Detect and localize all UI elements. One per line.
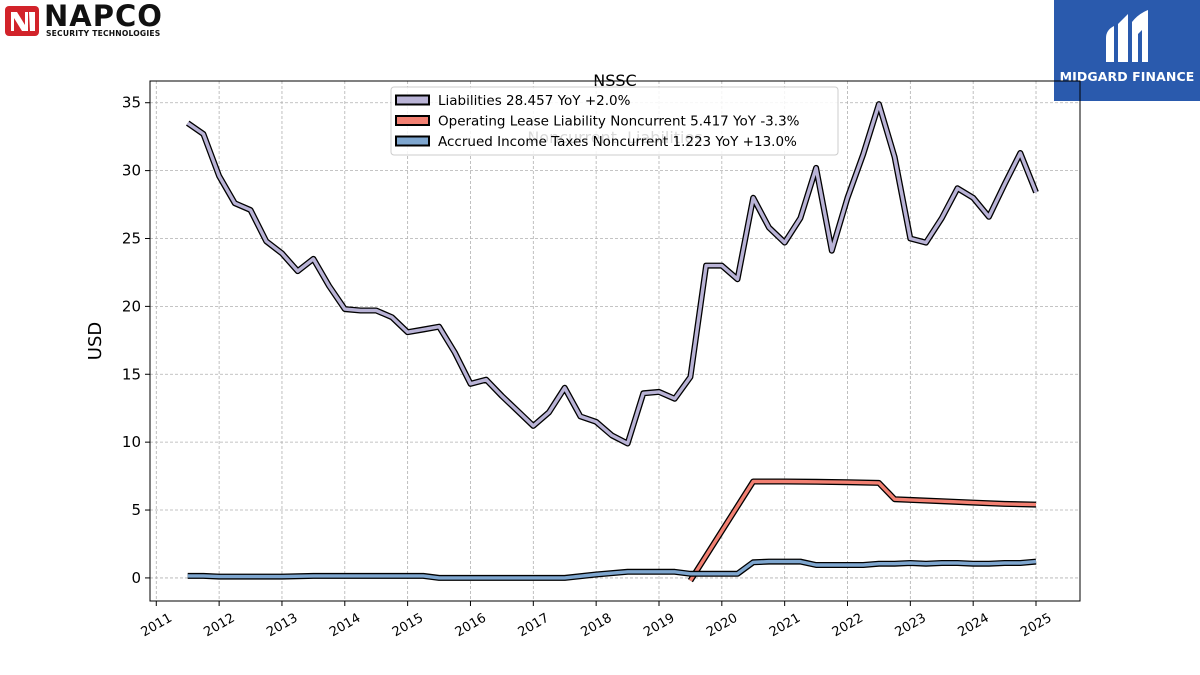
x-tick-label: 2013: [264, 611, 300, 641]
series-line-1: [688, 479, 1037, 582]
legend: Liabilities 28.457 YoY +2.0% Operating Le…: [390, 86, 839, 156]
x-tick-label: 2012: [201, 611, 237, 641]
x-tick-label: 2021: [767, 611, 803, 641]
y-tick-label: 10: [122, 433, 141, 451]
y-tick-label: 35: [122, 94, 141, 112]
legend-swatch-2: [395, 135, 430, 147]
y-tick-label: 15: [122, 365, 141, 383]
x-tick-label: 2017: [516, 611, 552, 641]
y-tick-label: 20: [122, 297, 141, 315]
legend-swatch-1: [395, 115, 430, 126]
legend-swatch-0: [395, 94, 430, 106]
y-tick-label: 30: [122, 162, 141, 180]
x-tick-label: 2022: [830, 611, 866, 641]
x-tick-label: 2016: [453, 611, 489, 641]
napco-logo-tagline: SECURITY TECHNOLOGIES: [46, 29, 161, 38]
midgard-logo-mark: [1106, 10, 1148, 62]
x-tick-label: 2014: [327, 611, 363, 641]
y-axis-label: USD: [85, 322, 106, 360]
x-tick-label: 2025: [1018, 611, 1054, 641]
x-tick-label: 2018: [578, 611, 614, 641]
x-tick-label: 2023: [893, 611, 929, 641]
x-tick-label: 2020: [704, 611, 740, 641]
x-tick-label: 2015: [390, 611, 426, 641]
series-line-0: [186, 102, 1038, 446]
y-tick-label: 5: [131, 501, 141, 519]
series-line-2: [187, 559, 1037, 580]
y-tick-label: 25: [122, 229, 141, 247]
midgard-logo-name: MIDGARD FINANCE: [1059, 69, 1195, 84]
legend-label-1: Operating Lease Liability Noncurrent 5.4…: [438, 114, 800, 130]
midgard-finance-logo: MIDGARD FINANCE: [1054, 0, 1200, 101]
legend-box: [390, 86, 839, 156]
x-tick-label: 2019: [641, 611, 677, 641]
y-tick-label: 0: [131, 569, 141, 587]
x-tick-label: 2024: [955, 611, 991, 641]
napco-logo-name: NAPCO: [44, 0, 163, 33]
napco-logo: NAPCO SECURITY TECHNOLOGIES: [4, 0, 214, 43]
x-tick-label: 2011: [139, 611, 175, 641]
napco-logo-mark: [5, 6, 39, 36]
legend-label-0: Liabilities 28.457 YoY +2.0%: [438, 93, 631, 109]
plot-frame: [149, 80, 1081, 602]
legend-label-2: Accrued Income Taxes Noncurrent 1.223 Yo…: [438, 134, 797, 150]
